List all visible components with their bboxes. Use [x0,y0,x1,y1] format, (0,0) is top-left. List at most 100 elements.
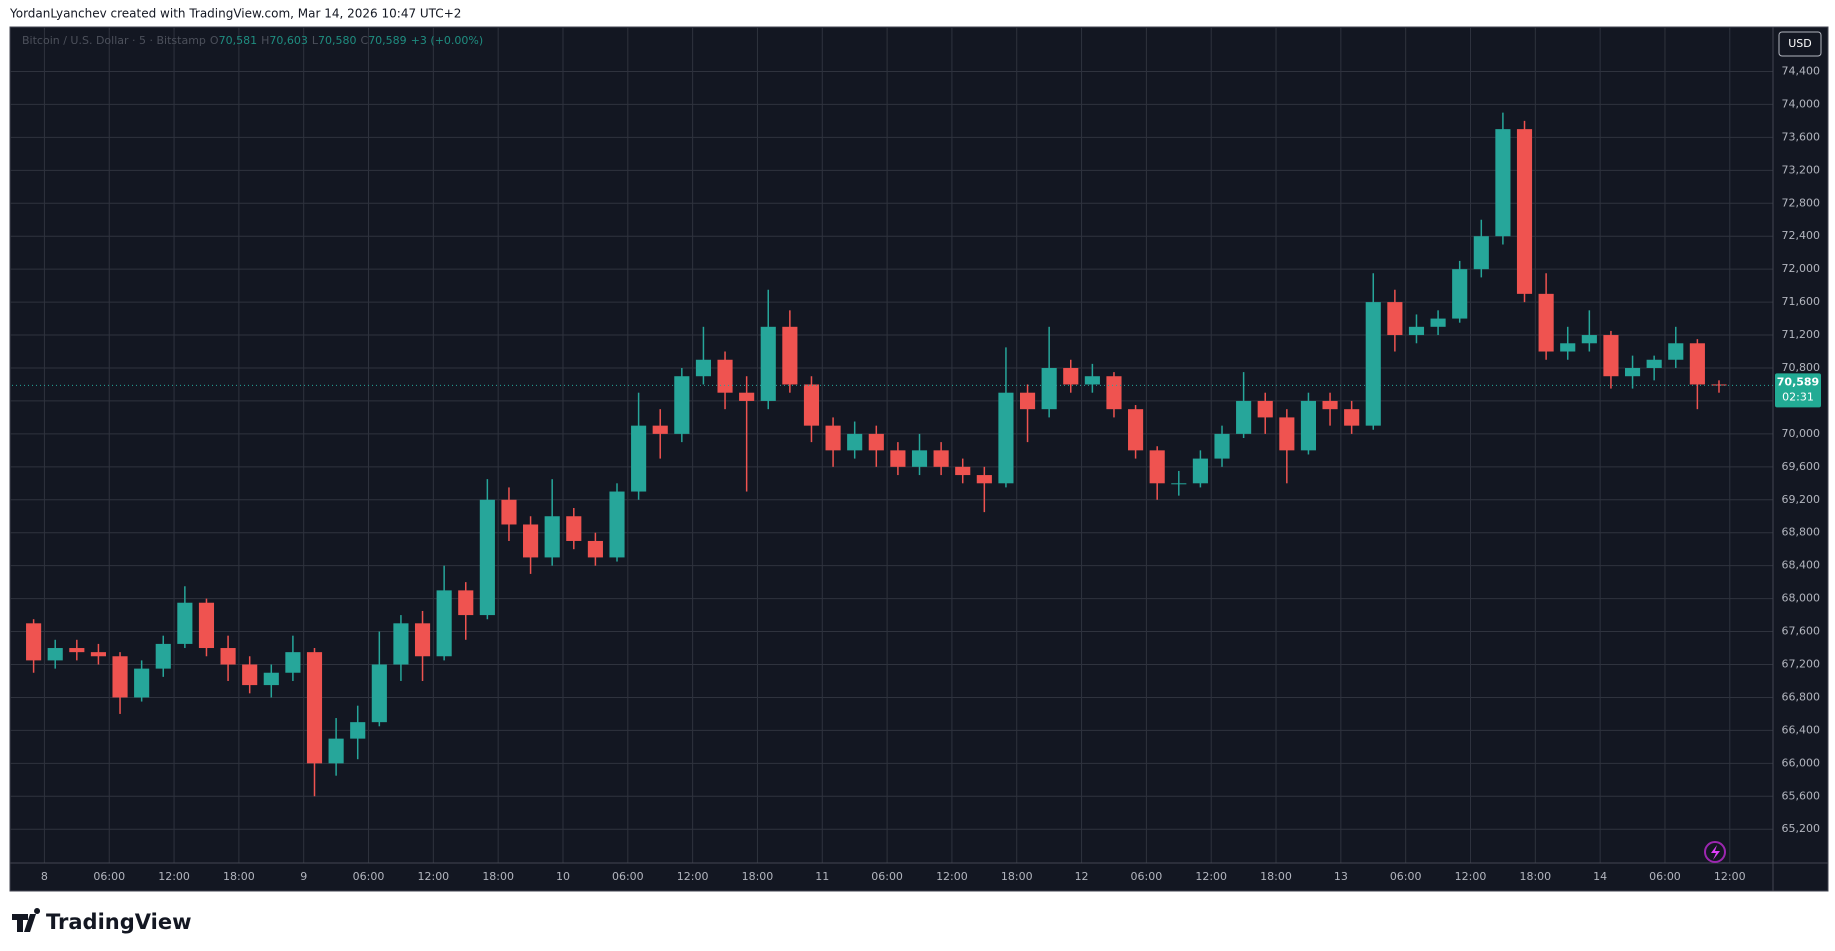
x-tick-label: 13 [1334,870,1348,883]
legend-field-label: O [210,34,219,47]
candle-body [609,491,625,558]
candle-body [544,516,560,558]
legend-field-value: 70,589 [368,34,407,47]
candle-body [1430,318,1446,327]
candle-body [1106,376,1122,410]
legend-field-label: H [261,34,269,47]
candle-body [1257,400,1273,418]
candle-body [1236,400,1252,434]
candle-body [782,326,798,385]
x-tick-label: 06:00 [612,870,644,883]
candle-body [1560,343,1576,352]
candle-body [479,499,495,616]
last-price-box [1775,373,1821,408]
candle-body [263,672,279,686]
x-tick-label: 18:00 [1260,870,1292,883]
candle-body [285,652,301,673]
y-tick-label: 73,600 [1782,130,1821,143]
candle-body [587,540,603,558]
y-tick-label: 68,400 [1782,559,1821,572]
y-tick-label: 73,200 [1782,163,1821,176]
y-tick-label: 67,200 [1782,658,1821,671]
candle-body [1408,326,1425,336]
candle-body [847,433,863,451]
candle-body [695,359,711,377]
y-tick-label: 69,600 [1782,460,1821,473]
last-price-label: 70,589 [1777,375,1819,388]
x-tick-label: 10 [556,870,570,883]
candle-body [1041,367,1057,410]
y-tick-label: 74,400 [1782,64,1821,77]
x-tick-label: 14 [1593,870,1607,883]
y-tick-label: 65,600 [1782,789,1821,802]
x-tick-label: 9 [300,870,307,883]
assistant-icon[interactable] [1704,841,1726,863]
candle-body [933,450,949,467]
candle-body [825,425,841,451]
legend: Bitcoin / U.S. Dollar · 5 · Bitstamp O70,… [22,34,483,47]
candle-body [1538,293,1554,352]
x-tick-label: 12:00 [936,870,968,883]
x-tick-label: 12:00 [677,870,709,883]
candle-body [1365,302,1381,426]
header-text: YordanLyanchev created with TradingView.… [9,7,461,21]
candle-body [198,602,215,649]
legend-field-value: 70,581 [219,34,258,47]
candle-body [1495,129,1511,237]
candle-body [90,652,106,657]
candle-body [1624,367,1641,377]
candle-body [1279,417,1295,451]
candle-body [739,392,755,401]
candle-body [1171,483,1187,485]
candle-body [1581,335,1597,344]
x-tick-label: 12:00 [158,870,190,883]
grid [10,27,1773,863]
candle-body [155,643,171,669]
y-tick-label: 66,000 [1782,756,1821,769]
candle-body [955,466,971,476]
candle-body [393,623,409,665]
candle-body [220,648,236,665]
candle-body [911,450,928,467]
currency-button[interactable] [1778,31,1822,57]
y-tick-label: 68,000 [1782,592,1821,605]
x-tick-label: 12:00 [1195,870,1227,883]
y-tick-label: 67,600 [1782,625,1821,638]
candle-body [652,425,668,434]
candle-body [328,738,344,764]
candle-body [436,590,452,657]
candles [26,112,1727,797]
candle-body [566,516,582,541]
y-tick-label: 72,000 [1782,262,1821,275]
legend-field-value: 70,580 [318,34,357,47]
y-tick-label: 70,800 [1782,361,1821,374]
x-tick-label: 06:00 [1131,870,1163,883]
candle-body [1689,343,1705,385]
x-tick-label: 06:00 [93,870,125,883]
candle-body [1387,302,1403,336]
candle-body [1149,450,1165,484]
candle-body [1063,367,1079,385]
candle-body [1473,236,1489,270]
x-tick-label: 06:00 [353,870,385,883]
candle-body [868,433,884,451]
candle-body [242,664,258,686]
candle-body [134,668,150,698]
candle-body [1603,335,1619,377]
candle-body [1019,392,1036,410]
candle-body [1128,409,1144,451]
footer-logo: TradingView [12,908,191,934]
x-tick-label: 18:00 [1519,870,1551,883]
candle-body [69,648,85,653]
candle-body [350,722,366,739]
y-tick-label: 68,800 [1782,526,1821,539]
candle-body [1344,409,1360,426]
y-tick-label: 71,600 [1782,295,1821,308]
candle-body [371,664,387,723]
candle-body [458,590,474,616]
x-tick-label: 12:00 [1714,870,1746,883]
candle-body [26,623,42,661]
y-tick-label: 72,800 [1782,196,1821,209]
candle-body [177,602,193,644]
y-tick-label: 72,400 [1782,229,1821,242]
